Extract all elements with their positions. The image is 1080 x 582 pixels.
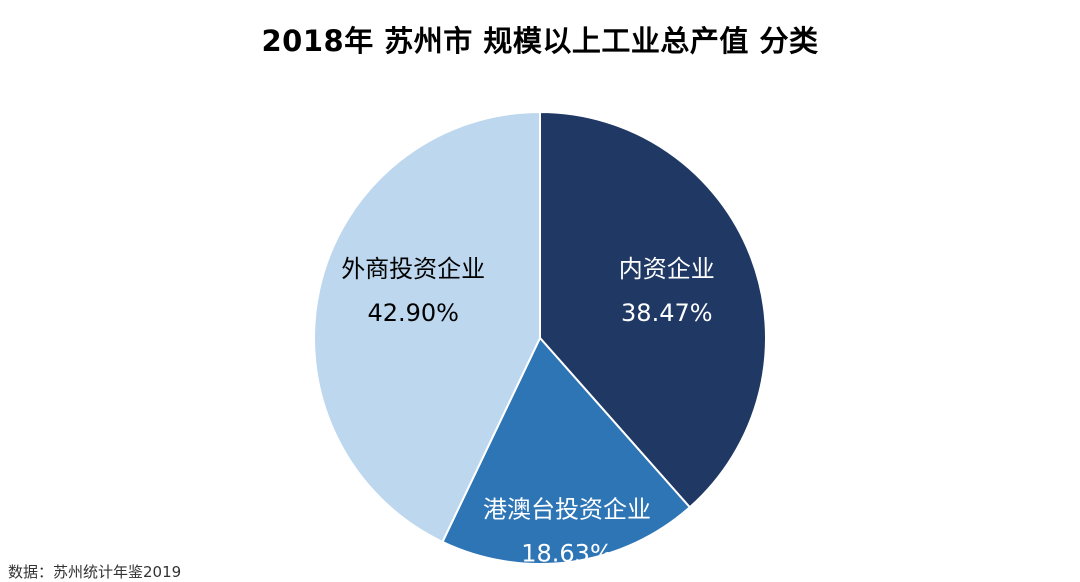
- pie-slice-2: [441, 336, 692, 565]
- slice-label-3: 外商投资企业: [341, 255, 485, 283]
- pie-slice-1: [539, 110, 767, 509]
- pie-slice-3: [313, 110, 541, 544]
- pie-labels: 内资企业 38.47% 港澳台投资企业 18.63% 外商投资企业 42.90%: [341, 255, 715, 568]
- slice-value-1: 38.47%: [621, 299, 713, 327]
- source-note: 数据：苏州统计年鉴2019: [8, 563, 182, 581]
- slice-value-3: 42.90%: [367, 299, 459, 327]
- slice-value-2: 18.63%: [521, 540, 613, 568]
- slice-label-2: 港澳台投资企业: [483, 496, 651, 524]
- pie-slices: [313, 110, 767, 565]
- chart-title: 2018年 苏州市 规模以上工业总产值 分类: [261, 24, 819, 58]
- slice-label-1: 内资企业: [619, 255, 715, 283]
